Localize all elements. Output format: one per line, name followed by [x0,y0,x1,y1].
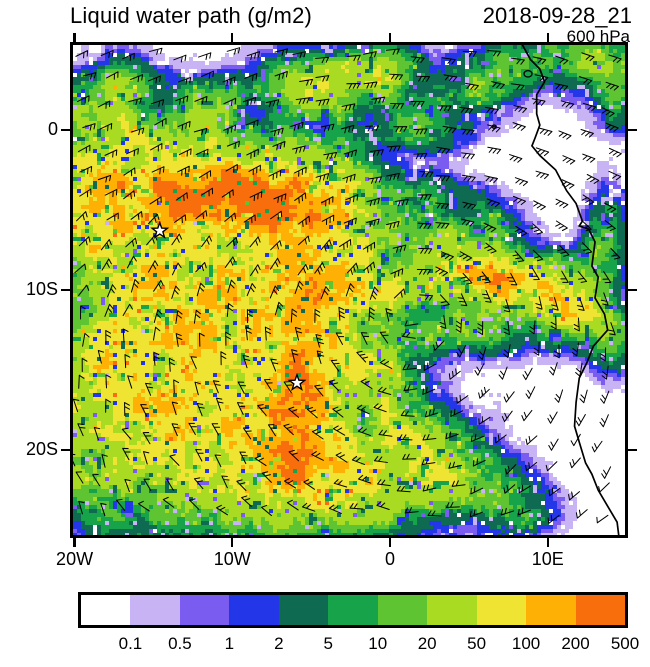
colorbar-label: 200 [561,634,590,653]
colorbar-label: 500 [610,634,640,653]
colorbar-label: 100 [511,634,541,653]
x-axis-tick [546,538,549,547]
colorbar-cell [179,595,230,625]
colorbar-cell [427,595,477,625]
colorbar-label: 2 [274,634,284,653]
colorbar-cell [130,595,180,625]
x-axis-tick [388,33,392,42]
y-axis-tick [61,449,70,452]
colorbar-cell [575,595,625,625]
x-axis-tick [231,538,234,547]
colorbar [78,592,628,628]
map-plot-frame [70,42,628,538]
colorbar-label: 1 [224,634,235,653]
colorbar-cell [278,595,329,625]
x-axis-label: 0 [384,549,396,569]
colorbar-label: 10 [368,634,388,653]
colorbar-cell [476,595,527,625]
colorbar-cell [81,595,131,625]
y-axis-tick [61,128,70,131]
y-axis-label: 0 [47,118,58,139]
chart-datetime: 2018-09-28_21 [482,3,632,28]
pressure-level-label: 600 hPa [566,27,630,46]
y-axis-tick [628,449,637,452]
colorbar-label: 20 [417,634,437,653]
colorbar-cell [377,595,428,625]
colorbar-label: 0.5 [168,634,192,653]
chart-title: Liquid water path (g/m2) [70,3,313,28]
colorbar-label: 5 [323,634,333,653]
colorbar-cell [229,595,279,625]
y-axis-label: 20S [25,439,58,460]
x-axis-label: 10E [531,549,564,569]
colorbar-label: 50 [467,634,487,653]
colorbar-cell [328,595,378,625]
x-axis-tick [546,33,549,42]
colorbar-label: 0.1 [118,634,143,653]
y-axis-label: 10S [25,279,58,299]
lwp-heatmap-canvas [73,45,625,535]
y-axis-tick [61,288,70,292]
x-axis-tick [388,538,392,547]
y-axis-tick [628,288,637,292]
x-axis-tick [73,538,76,547]
x-axis-tick [231,33,234,42]
x-axis-label: 20W [56,549,94,569]
colorbar-cell [526,595,576,625]
x-axis-label: 10W [213,549,251,569]
y-axis-tick [628,128,637,131]
x-axis-tick [73,33,76,42]
